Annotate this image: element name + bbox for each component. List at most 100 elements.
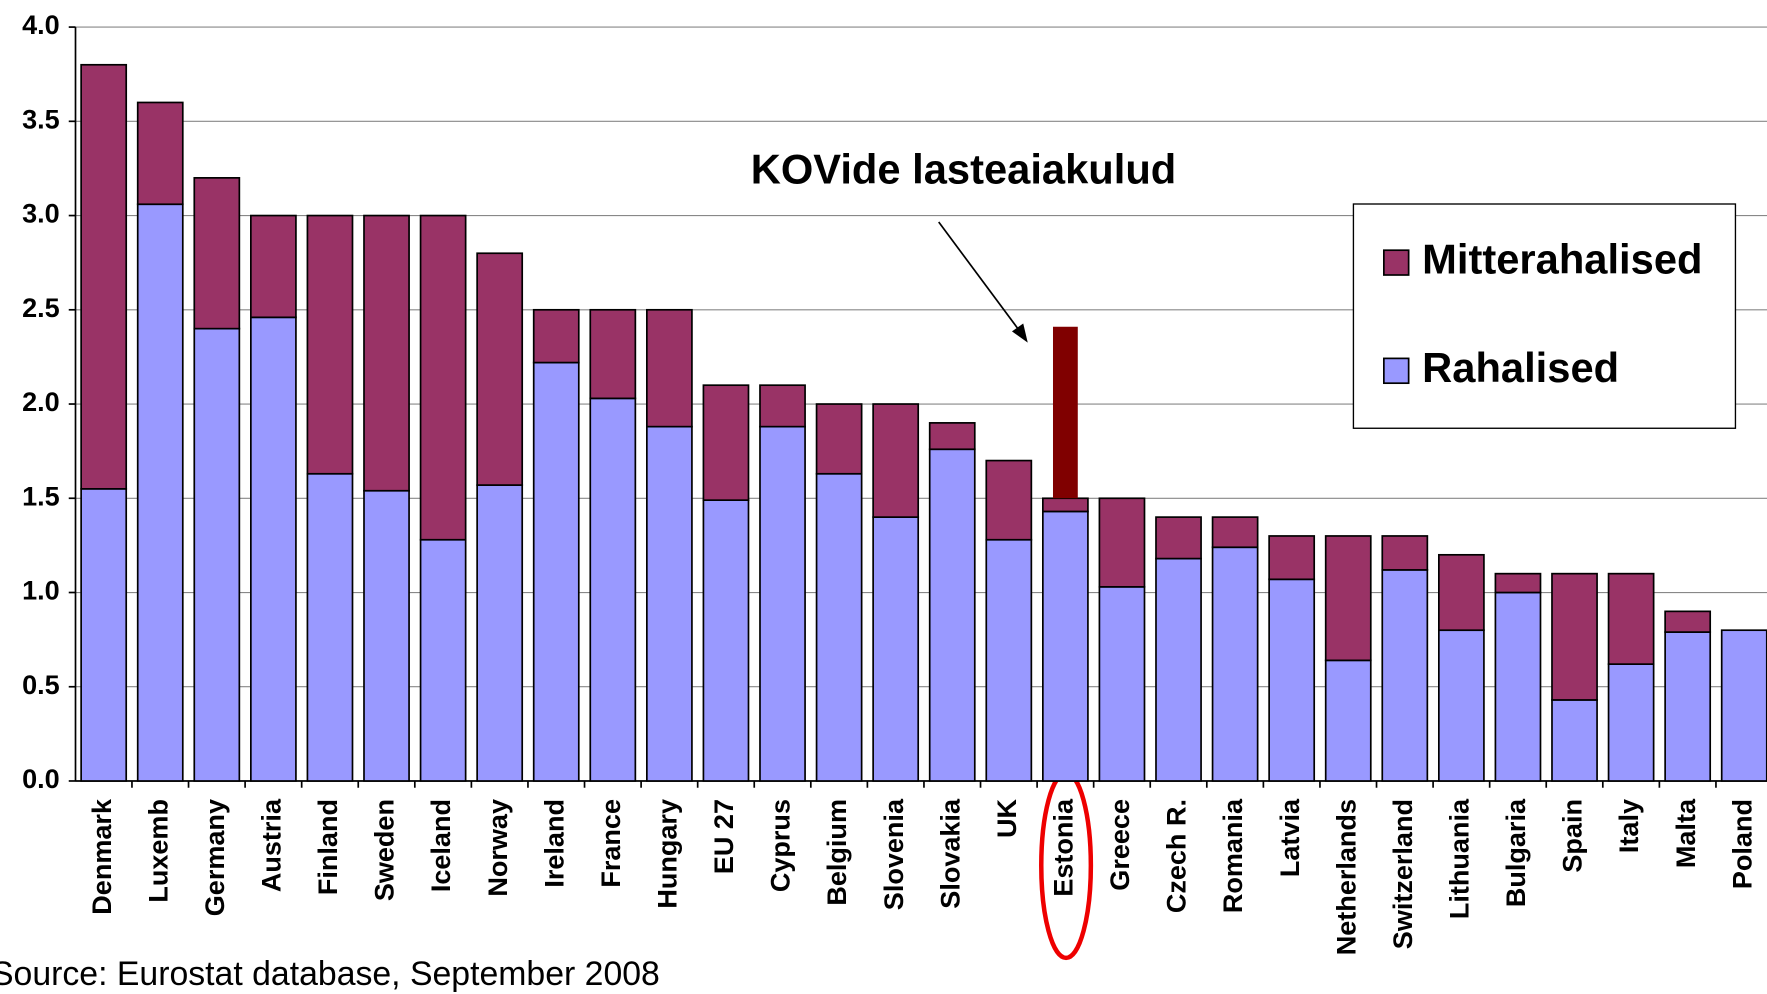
- bar-segment: [363, 489, 410, 782]
- bar-segment: [136, 203, 184, 782]
- x-tick-label: Switzerland: [1388, 799, 1418, 949]
- x-tick-label: Czech R.: [1162, 799, 1192, 913]
- annotation-arrow: [938, 221, 1024, 337]
- source-note: Source: Eurostat database, September 200…: [0, 955, 660, 993]
- y-tick-label: 2.5: [22, 293, 60, 323]
- bar-segment: [815, 472, 863, 782]
- bar-segment: [985, 538, 1033, 782]
- bar-segment: [306, 214, 354, 475]
- x-tick-label: Lithuania: [1445, 798, 1475, 919]
- x-tick-label: Italy: [1614, 799, 1644, 853]
- x-tick-label: Slovakia: [935, 798, 965, 909]
- bar-segment: [1664, 631, 1712, 782]
- y-tick-label: 2.0: [22, 387, 60, 417]
- bar-segment: [1268, 578, 1316, 782]
- bar-segment: [136, 101, 184, 206]
- x-tick-label: Bulgaria: [1501, 798, 1531, 907]
- bar-segment: [1211, 516, 1259, 549]
- annotation-text: KOVide lasteaiakulud: [751, 145, 1177, 192]
- bar-segment: [532, 308, 580, 364]
- x-tick-label: Ireland: [539, 799, 569, 888]
- bar-segment: [985, 459, 1033, 541]
- bar-segment: [193, 327, 241, 782]
- y-tick-label: 0.5: [22, 670, 60, 700]
- bar-segment: [646, 425, 693, 782]
- bar-segment: [815, 403, 863, 475]
- bar-segment: [702, 384, 750, 501]
- bar-segment: [589, 308, 637, 400]
- x-tick-label: Romania: [1218, 798, 1248, 913]
- bar-segment: [759, 384, 806, 428]
- bar-segment: [1155, 516, 1202, 560]
- bar-segment: [1042, 510, 1089, 782]
- bar-segment: [1381, 535, 1429, 571]
- bar-segment: [928, 448, 976, 782]
- y-tick-label: 1.5: [22, 481, 60, 511]
- bar-segment: [306, 472, 354, 782]
- bar-segment: [1494, 591, 1542, 782]
- x-tick-label: Denmark: [87, 798, 117, 915]
- x-tick-label: Belgium: [822, 799, 852, 906]
- x-tick-label: Netherlands: [1331, 799, 1361, 955]
- x-tick-label: Finland: [313, 799, 343, 895]
- bar-segment: [1042, 497, 1089, 513]
- x-tick-label: Norway: [483, 799, 513, 897]
- bar-segment: [419, 214, 467, 541]
- arrow-head: [1011, 323, 1028, 343]
- bar-segment: [1551, 572, 1598, 701]
- bar-segment: [1720, 629, 1767, 782]
- x-tick-label: Greece: [1105, 799, 1135, 891]
- bar-segment: [250, 316, 297, 782]
- x-tick-label: Iceland: [426, 799, 456, 892]
- x-tick-label: Germany: [200, 799, 230, 916]
- bar-segment: [532, 361, 580, 782]
- x-tick-label: Sweden: [370, 799, 400, 901]
- x-tick-label: France: [596, 799, 626, 888]
- bar-segment: [1268, 535, 1316, 581]
- bar-segment: [476, 252, 524, 486]
- x-tick-label: Luxemb: [143, 799, 173, 903]
- bar-segment: [1211, 546, 1259, 782]
- bar-segment: [872, 516, 920, 782]
- x-tick-label: Estonia: [1049, 798, 1079, 897]
- bar-segment: [1098, 497, 1146, 588]
- bar-segment: [1437, 629, 1485, 782]
- bar-segment: [80, 63, 128, 490]
- legend-swatch: [1383, 249, 1410, 276]
- y-tick-label: 0.0: [22, 764, 60, 794]
- bar-segment: [1098, 586, 1146, 782]
- bar-segment: [1664, 610, 1712, 633]
- bar-segment: [1607, 663, 1655, 782]
- bar-segment: [1494, 572, 1542, 594]
- highlight-bar: [1052, 326, 1078, 499]
- legend-swatch: [1383, 357, 1410, 385]
- y-tick-label: 3.5: [22, 104, 60, 134]
- x-tick-label: Hungary: [653, 799, 683, 909]
- bar-segment: [419, 538, 467, 782]
- bar-segment: [250, 214, 297, 319]
- legend-label: Mitterahalised: [1422, 236, 1702, 283]
- bar-segment: [646, 308, 693, 428]
- x-tick-label: Austria: [257, 798, 287, 892]
- bar-segment: [872, 403, 920, 518]
- bar-segment: [1381, 569, 1429, 782]
- legend-label: Rahalised: [1422, 344, 1619, 391]
- y-tick-label: 4.0: [22, 10, 60, 40]
- bar-segment: [476, 484, 524, 782]
- x-tick-label: Slovenia: [879, 798, 909, 910]
- bar-segment: [702, 499, 750, 782]
- x-tick-label: EU 27: [709, 799, 739, 874]
- x-tick-label: Poland: [1727, 799, 1757, 889]
- bar-segment: [1607, 572, 1655, 665]
- bar-segment: [1437, 553, 1485, 632]
- y-tick-label: 1.0: [22, 576, 60, 606]
- x-tick-label: Latvia: [1275, 798, 1305, 877]
- x-tick-label: Cyprus: [766, 799, 796, 892]
- x-tick-label: Spain: [1558, 799, 1588, 873]
- bar-segment: [1155, 557, 1202, 782]
- y-tick-label: 3.0: [22, 199, 60, 229]
- bar-segment: [1551, 699, 1598, 782]
- bar-segment: [363, 214, 410, 492]
- x-tick-label: Malta: [1671, 798, 1701, 868]
